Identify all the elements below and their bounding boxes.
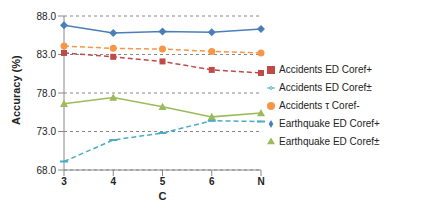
svg-text:78.0: 78.0 — [37, 88, 57, 99]
svg-text:Accuracy (%): Accuracy (%) — [10, 55, 22, 125]
svg-text:6: 6 — [209, 176, 215, 187]
svg-text:5: 5 — [160, 176, 166, 187]
html-text:Earthquake ED Coref+: Earthquake ED Coref+ — [279, 118, 380, 129]
html-text:Accidents τ Coref-: Accidents τ Coref- — [279, 100, 360, 111]
svg-text:N: N — [257, 176, 264, 187]
svg-text:83.0: 83.0 — [37, 49, 57, 60]
html-text:Earthquake ED Coref±: Earthquake ED Coref± — [279, 136, 380, 147]
svg-text:73.0: 73.0 — [37, 126, 57, 137]
svg-text:68.0: 68.0 — [37, 165, 57, 176]
svg-text:C: C — [159, 190, 167, 202]
html-text:Accidents ED Coref±: Accidents ED Coref± — [279, 82, 372, 93]
svg-text:88.0: 88.0 — [37, 11, 57, 22]
svg-text:3: 3 — [61, 176, 67, 187]
svg-text:4: 4 — [110, 176, 116, 187]
html-text:Accidents ED Coref+: Accidents ED Coref+ — [279, 64, 373, 75]
